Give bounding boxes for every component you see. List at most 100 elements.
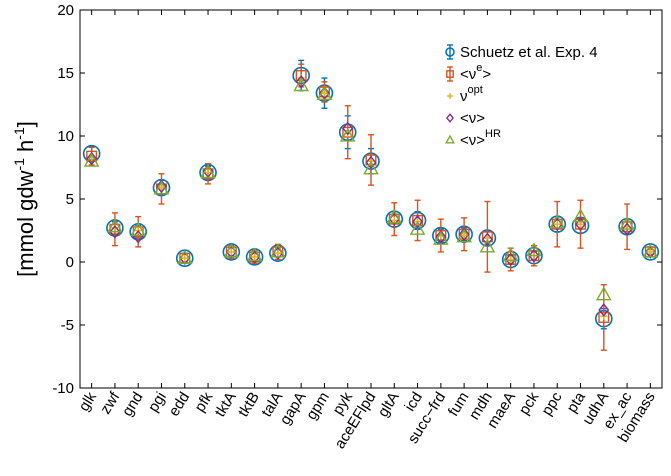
data-point <box>598 311 610 323</box>
data-point <box>432 230 449 245</box>
data-point <box>293 77 310 92</box>
series-3 <box>86 74 656 317</box>
legend-entry-1: <νe> <box>446 62 491 83</box>
data-point <box>295 74 307 89</box>
data-point <box>200 164 216 179</box>
y-tick-label: 20 <box>57 2 74 19</box>
legend-marker <box>446 70 454 78</box>
data-point <box>246 247 263 262</box>
series-2 <box>88 74 654 320</box>
x-tick-label: gltA <box>375 389 403 420</box>
legend-label: νopt <box>460 84 483 105</box>
data-point <box>598 303 610 317</box>
data-point <box>109 224 121 239</box>
data-point <box>642 243 659 258</box>
data-point <box>435 229 447 244</box>
legend: Schuetz et al. Exp. 4<νe>νopt <ν><ν>HR <box>445 44 598 149</box>
data-point <box>270 243 286 258</box>
data-point <box>181 254 189 262</box>
data-point <box>553 220 561 228</box>
legend-marker <box>445 47 455 57</box>
y-tick-label: 15 <box>57 65 74 82</box>
data-point <box>621 222 633 237</box>
series-0 <box>82 59 660 330</box>
data-point <box>505 252 517 267</box>
data-point <box>456 228 472 243</box>
data-point <box>204 169 212 177</box>
data-point <box>526 242 542 257</box>
legend-marker <box>446 113 454 123</box>
legend-marker <box>447 93 453 99</box>
data-point <box>86 151 98 166</box>
data-marks <box>82 59 660 351</box>
data-point <box>479 238 496 253</box>
data-point <box>156 179 167 194</box>
legend-label: <ν> <box>460 110 485 127</box>
legend-entry-2: νopt <box>447 84 483 105</box>
data-point <box>339 127 356 142</box>
y-tick-label: -5 <box>61 317 74 334</box>
axes-box <box>79 9 663 389</box>
x-tick-label: edd <box>165 389 193 419</box>
y-axis-label-superscript: -1 <box>11 158 27 171</box>
data-point <box>409 220 426 235</box>
y-tick-label: 5 <box>66 191 74 208</box>
data-point <box>412 214 424 229</box>
data-point <box>227 248 235 256</box>
data-point <box>646 248 654 256</box>
data-point <box>507 255 515 263</box>
x-tick-label: gapA <box>277 389 310 428</box>
data-point <box>619 215 635 230</box>
legend-entry-4: <ν>HR <box>445 128 501 149</box>
x-tick-label: tktA <box>212 389 240 420</box>
data-point <box>320 89 328 97</box>
data-point <box>458 227 470 242</box>
data-point <box>549 214 566 229</box>
data-point <box>481 232 493 247</box>
data-point <box>342 126 354 138</box>
x-tick-label: glk <box>75 389 100 415</box>
y-tick-label: -10 <box>52 380 74 397</box>
data-point <box>365 154 377 166</box>
data-point <box>575 217 586 232</box>
data-point <box>153 180 170 195</box>
data-point <box>528 248 540 263</box>
y-axis-label-part: ] <box>13 121 38 127</box>
series-4 <box>83 77 659 301</box>
legend-entry-3: <ν> <box>446 110 485 127</box>
legend-label: Schuetz et al. Exp. 4 <box>460 44 598 61</box>
y-tick-label: 10 <box>57 128 74 145</box>
y-axis-label: [mmol gdw-1 h-1] <box>11 121 38 277</box>
legend-entry-0: Schuetz et al. Exp. 4 <box>445 44 598 61</box>
x-tick-label: gpm <box>303 389 333 423</box>
data-point <box>595 286 612 301</box>
data-point <box>176 249 193 264</box>
data-point <box>316 85 333 101</box>
data-point <box>83 152 100 167</box>
data-point <box>572 208 589 223</box>
data-point <box>386 209 403 224</box>
x-tick-label: ppc <box>538 389 565 419</box>
legend-label: <νe> <box>460 62 491 83</box>
y-axis-label-part: [mmol gdw <box>13 170 38 276</box>
y-axis-label-part: h <box>13 140 38 158</box>
data-point <box>107 218 123 233</box>
data-point <box>86 150 98 162</box>
x-tick-label: tktB <box>235 389 263 420</box>
data-point <box>251 253 259 261</box>
y-tick-label: 0 <box>66 254 74 271</box>
legend-marker <box>445 134 455 144</box>
data-point <box>342 121 354 136</box>
data-point <box>365 155 377 170</box>
x-tick-label: pck <box>516 389 543 418</box>
data-point <box>363 160 379 175</box>
legend-label: <ν>HR <box>460 128 501 149</box>
y-axis-label-superscript: -1 <box>11 127 27 140</box>
x-tick-label: gnd <box>119 389 147 419</box>
series-1 <box>86 63 656 351</box>
data-point <box>481 231 493 243</box>
data-point <box>157 184 165 192</box>
data-point <box>130 222 147 237</box>
data-point <box>460 232 468 240</box>
